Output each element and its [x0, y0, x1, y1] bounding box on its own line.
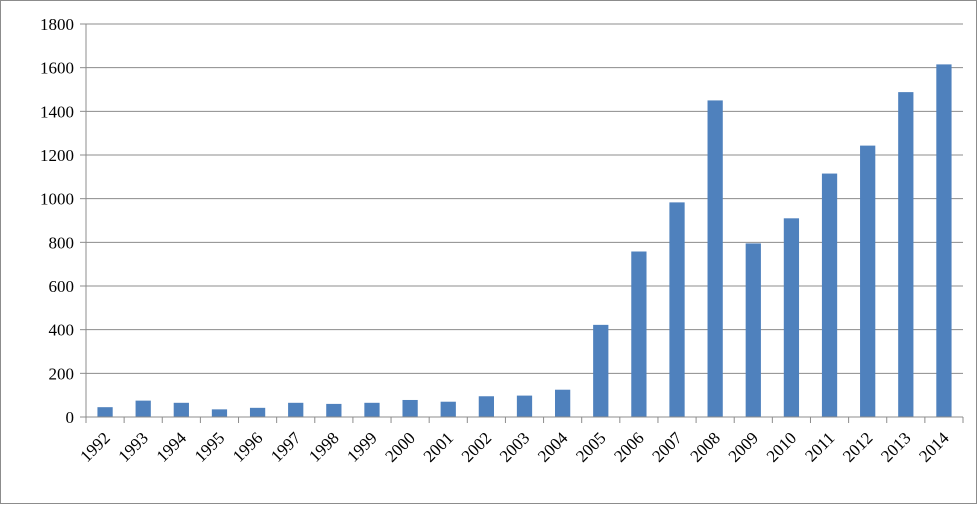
x-tick-label-2000: 2000 — [381, 428, 418, 465]
bar-2007 — [669, 202, 685, 417]
y-tick-label-200: 200 — [49, 364, 75, 383]
bars — [97, 64, 952, 418]
x-tick-label-2010: 2010 — [763, 428, 800, 465]
x-tick-label-2001: 2001 — [420, 428, 457, 465]
x-tick-label-2013: 2013 — [877, 428, 914, 465]
y-tick-label-400: 400 — [49, 321, 75, 340]
x-tick-labels: 1992 1993 1994 1995 1996 1997 1998 1999 2000 2001… — [76, 428, 953, 466]
axes — [80, 23, 964, 423]
x-tick-label-2009: 2009 — [725, 428, 762, 465]
x-tick-label-1994: 1994 — [153, 428, 191, 466]
bar-1995 — [211, 409, 228, 417]
y-tick-label-1400: 1400 — [40, 102, 74, 121]
y-tick-label-1800: 1800 — [40, 15, 74, 34]
x-tick-label-1997: 1997 — [267, 428, 305, 466]
y-tick-label-800: 800 — [49, 233, 75, 252]
y-tick-label-1200: 1200 — [40, 146, 74, 165]
bar-2014 — [936, 64, 952, 417]
bar-2013 — [898, 92, 914, 418]
bar-2009 — [745, 243, 761, 417]
x-tick-label-2008: 2008 — [687, 428, 724, 465]
x-tick-label-1998: 1998 — [305, 428, 342, 465]
y-tick-label-1600: 1600 — [40, 59, 74, 78]
x-tick-label-2003: 2003 — [496, 428, 533, 465]
bar-2011 — [821, 173, 838, 417]
bar-1999 — [364, 402, 380, 417]
x-tick-label-2006: 2006 — [610, 428, 647, 465]
x-tick-label-2012: 2012 — [839, 428, 876, 465]
bar-2003 — [516, 395, 533, 417]
x-tick-label-1992: 1992 — [76, 428, 113, 465]
x-tick-label-2002: 2002 — [458, 428, 495, 465]
bar-2005 — [593, 324, 609, 417]
gridlines — [86, 23, 963, 374]
bar-1992 — [97, 407, 113, 417]
y-tick-label-1000: 1000 — [40, 190, 74, 209]
y-tick-labels: 0 200 400 600 800 1000 1200 1400 1600 1800 — [40, 15, 74, 427]
bar-1994 — [173, 402, 189, 417]
y-tick-label-600: 600 — [49, 277, 75, 296]
x-tick-label-2007: 2007 — [648, 428, 686, 466]
bar-2010 — [783, 218, 800, 417]
x-tick-label-2011: 2011 — [801, 428, 838, 465]
x-tick-label-2014: 2014 — [915, 428, 953, 466]
bar-2006 — [631, 251, 647, 417]
bar-2001 — [440, 401, 456, 417]
x-tick-label-1999: 1999 — [343, 428, 380, 465]
bar-1998 — [326, 403, 342, 417]
bar-2000 — [402, 399, 418, 417]
x-tick-label-2005: 2005 — [572, 428, 609, 465]
bar-1996 — [249, 407, 266, 417]
bar-1993 — [135, 400, 151, 417]
bar-2012 — [860, 145, 876, 417]
x-tick-label-2004: 2004 — [534, 428, 572, 466]
bar-1997 — [288, 402, 304, 417]
x-tick-label-1993: 1993 — [115, 428, 152, 465]
x-tick-label-1996: 1996 — [229, 428, 266, 465]
bar-2008 — [707, 100, 723, 418]
y-tick-label-0: 0 — [66, 408, 75, 427]
bar-2002 — [478, 396, 494, 417]
bar-2004 — [555, 389, 571, 417]
x-tick-label-1995: 1995 — [191, 428, 228, 465]
